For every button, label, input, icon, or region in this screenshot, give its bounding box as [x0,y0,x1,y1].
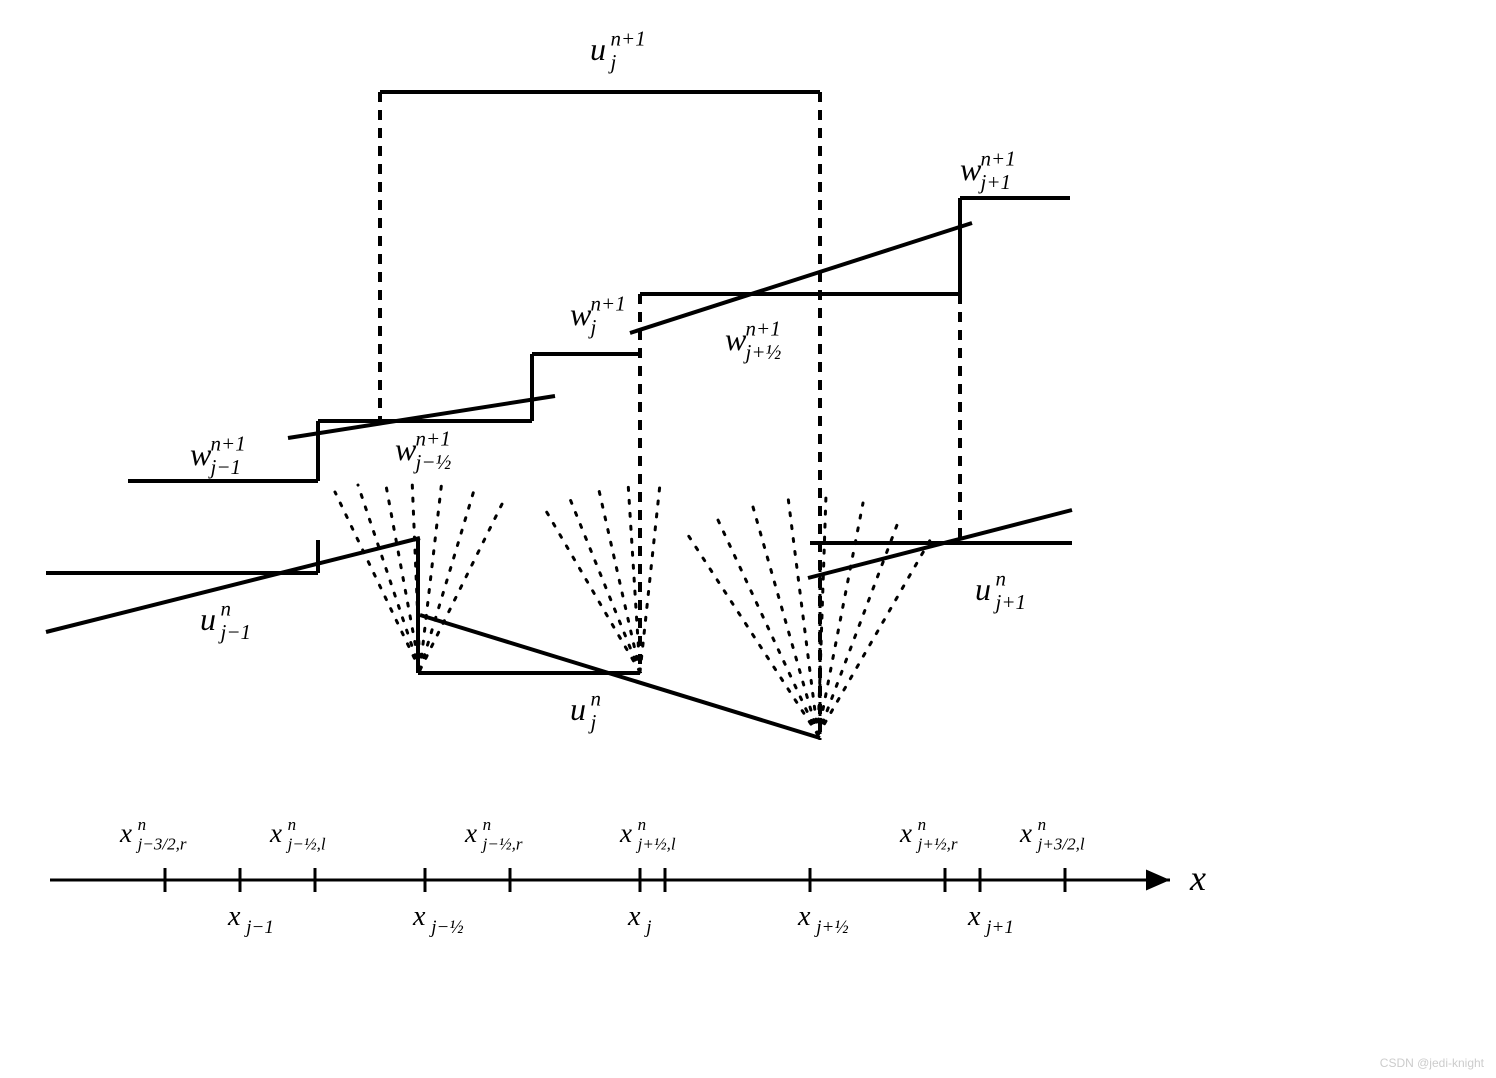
svg-text:x: x [227,901,241,932]
svg-text:x: x [464,818,477,848]
svg-text:w: w [725,321,747,357]
svg-text:n+1: n+1 [591,292,626,316]
svg-text:x: x [412,901,426,932]
svg-text:n: n [591,687,602,711]
svg-text:x: x [1019,818,1032,848]
svg-text:x: x [627,901,641,932]
svg-text:n: n [221,597,232,621]
svg-text:w: w [395,431,417,467]
svg-text:j: j [608,50,617,74]
watermark-text: CSDN @jedi-knight [1380,1056,1484,1070]
svg-text:x: x [119,818,132,848]
svg-text:n+1: n+1 [416,427,451,451]
svg-text:n: n [483,815,492,834]
svg-text:w: w [190,436,212,472]
svg-text:j+½,r: j+½,r [916,835,958,854]
svg-text:x: x [899,818,912,848]
svg-text:j−1: j−1 [243,917,274,938]
svg-text:n+1: n+1 [746,317,781,341]
diagram-canvas: xxj−1xj−½xjxj+½xj+1xnj−3/2,rxnj−½,lxnj−½… [0,0,1496,1078]
svg-text:j+½: j+½ [743,340,782,364]
svg-text:n: n [138,815,147,834]
svg-text:n: n [638,815,647,834]
svg-text:j−3/2,r: j−3/2,r [136,835,187,854]
svg-text:j+3/2,l: j+3/2,l [1036,835,1085,854]
svg-text:j: j [588,710,597,734]
svg-text:j: j [643,917,651,938]
svg-text:u: u [200,601,216,637]
svg-text:j−½,r: j−½,r [481,835,523,854]
svg-text:j+1: j+1 [983,917,1014,938]
svg-text:j−½: j−½ [428,917,463,938]
svg-text:n+1: n+1 [611,27,646,51]
svg-text:n: n [1038,815,1047,834]
svg-text:u: u [975,571,991,607]
svg-text:j+1: j+1 [993,590,1027,614]
svg-text:n: n [288,815,297,834]
svg-text:j−½,l: j−½,l [286,835,326,854]
svg-text:x: x [269,818,282,848]
svg-text:x: x [1189,858,1206,898]
svg-text:w: w [960,151,982,187]
svg-text:j−1: j−1 [218,620,252,644]
svg-text:j−1: j−1 [208,455,242,479]
svg-text:w: w [570,296,592,332]
svg-text:x: x [619,818,632,848]
svg-text:u: u [590,31,606,67]
svg-text:j+1: j+1 [978,170,1012,194]
svg-text:n: n [918,815,927,834]
svg-text:j+½: j+½ [813,917,848,938]
svg-text:x: x [967,901,981,932]
svg-text:n: n [996,567,1007,591]
svg-text:n+1: n+1 [981,147,1016,171]
svg-text:j−½: j−½ [413,450,452,474]
svg-text:n+1: n+1 [211,432,246,456]
svg-text:x: x [797,901,811,932]
svg-text:u: u [570,691,586,727]
svg-text:j+½,l: j+½,l [636,835,676,854]
